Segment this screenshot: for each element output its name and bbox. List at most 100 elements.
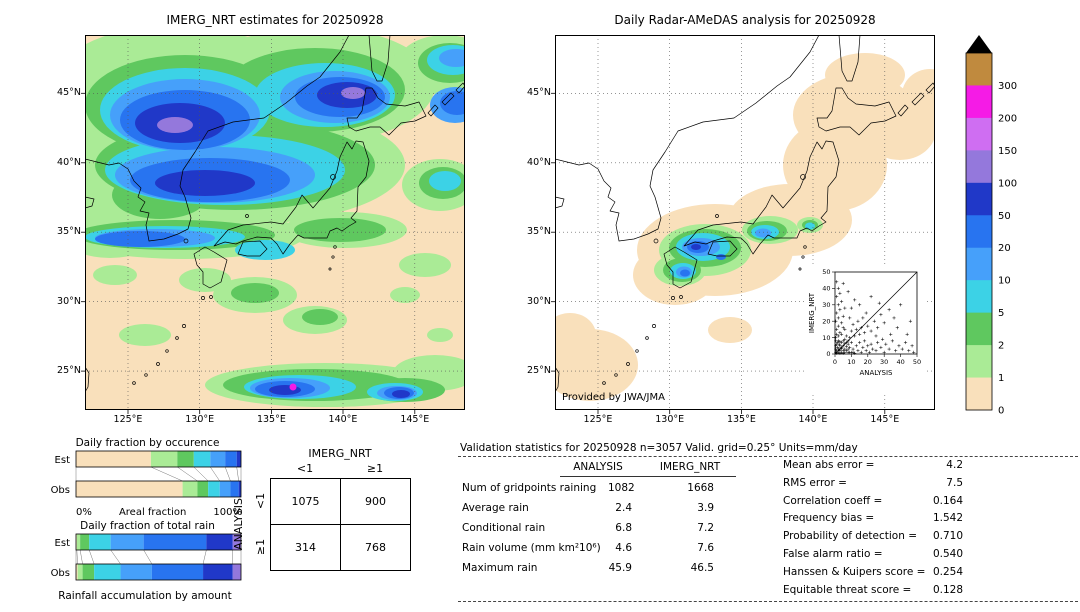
bar-segment: [238, 481, 241, 497]
flow-connector: [79, 549, 83, 565]
bar-segment: [110, 534, 144, 550]
validation-analysis-value: 6.8: [615, 522, 632, 534]
skill-score-label: Frequency bias =: [783, 512, 875, 525]
inset-x-tick-label: 30: [880, 358, 888, 366]
flow-connector: [76, 549, 78, 565]
longitude-tick-label: 130°E: [185, 414, 215, 425]
inset-x-tick-label: 40: [896, 358, 904, 366]
bar-segment: [177, 451, 194, 467]
bar-segment: [76, 564, 78, 580]
validation-analysis-value: 45.9: [608, 562, 632, 574]
areal-fraction-max-label: 100%: [213, 507, 242, 518]
skill-score-row: Hanssen & Kuipers score = 0.254: [783, 566, 963, 578]
scatter-inset: 0 10 20 30 40 50 0 10 20 30 40 50 ANALYSIS IMERG_NRT: [805, 266, 925, 392]
radar-map-title: Daily Radar-AMeDAS analysis for 20250928: [614, 13, 876, 27]
skill-score-value: 0.254: [932, 565, 963, 578]
flow-connector: [236, 466, 239, 482]
validation-table-row: Rain volume (mm km²10⁶) 4.6 7.6: [462, 542, 714, 554]
areal-fraction-axis-label: Areal fraction: [118, 507, 187, 518]
colorbar-block: [966, 117, 992, 151]
validation-imerg-value: 1668: [687, 482, 714, 494]
bar-outline: [75, 480, 242, 498]
latitude-tick-label: 45°N: [57, 87, 81, 99]
bar-segment: [76, 481, 183, 497]
flow-connector: [210, 466, 220, 482]
bar-segment: [89, 534, 111, 550]
colorbar-tick-label: 10: [998, 276, 1011, 287]
bar-segment: [143, 534, 207, 550]
flow-connector: [150, 466, 183, 482]
skill-score-value: 1.542: [932, 512, 963, 525]
latitude-tick-label: 40°N: [57, 156, 81, 168]
validation-analysis-value: 2.4: [615, 502, 632, 514]
latitude-tick-label: 30°N: [57, 295, 81, 307]
longitude-tick-label: 130°E: [655, 414, 685, 425]
imerg-map-title: IMERG_NRT estimates for 20250928: [166, 13, 384, 27]
contingency-cell: 768: [340, 524, 411, 571]
bar-segment: [76, 451, 151, 467]
bar-category-label: Obs: [51, 568, 70, 579]
occurrence-axis: 0% Areal fraction 100%: [76, 507, 242, 518]
imerg-grid-lines: [85, 35, 465, 410]
longitude-tick-label: 145°E: [400, 414, 430, 425]
colorbar-block: [966, 150, 992, 184]
skill-score-value: 4.2: [946, 459, 963, 471]
latitude-tick-label: 35°N: [527, 226, 551, 238]
inset-y-tick-label: 40: [822, 285, 830, 293]
inset-y-tick-label: 20: [822, 317, 830, 325]
skill-score-label: Mean abs error =: [783, 459, 875, 471]
colorbar-overflow-triangle: [966, 35, 992, 53]
inset-diagonal: [834, 271, 918, 355]
validation-col-header: IMERG_NRT: [659, 461, 721, 473]
validation-analysis-value: 1082: [608, 482, 635, 494]
bar-outline: [75, 533, 242, 551]
colorbar-tick-label: 0: [998, 406, 1004, 417]
map-frame: [555, 35, 935, 410]
inset-y-tick-label: 30: [822, 301, 830, 309]
inset-y-tick-label: 10: [822, 334, 830, 342]
bar-segment: [94, 564, 121, 580]
longitude-tick-label: 145°E: [870, 414, 900, 425]
validation-title: Validation statistics for 20250928 n=305…: [460, 442, 858, 454]
validation-row-label: Maximum rain: [462, 562, 538, 574]
colorbar-block: [966, 377, 992, 411]
colorbar-tick-label: 5: [998, 308, 1004, 319]
inset-x-tick-label: 10: [847, 358, 855, 366]
validation-table-row: Conditional rain 6.8 7.2: [462, 522, 714, 534]
skill-score-label: Probability of detection =: [783, 530, 918, 543]
contingency-cell: 900: [340, 478, 411, 525]
flow-connector: [193, 466, 209, 482]
contingency-col-header: ≥1: [366, 462, 384, 475]
bar-segment: [210, 451, 226, 467]
flow-connector: [177, 466, 198, 482]
flow-connector: [88, 549, 95, 565]
contingency-table: 1075 900 314 768: [270, 478, 411, 571]
validation-imerg-value: 46.5: [690, 562, 714, 574]
bar-segment: [197, 481, 209, 497]
occurrence-chart-title: Daily fraction by occurence: [75, 437, 220, 449]
latitude-tick-label: 45°N: [527, 87, 551, 99]
latitude-tick-label: 40°N: [527, 156, 551, 168]
bar-segment: [76, 534, 81, 550]
colorbar-block: [966, 312, 992, 346]
inset-ylabel: IMERG_NRT: [808, 292, 816, 333]
bar-segment: [77, 564, 83, 580]
bar-segment: [150, 451, 178, 467]
dashed-divider: [458, 601, 1078, 602]
validation-imerg-value: 7.6: [697, 542, 714, 554]
radar-precipitation-shading: [555, 53, 935, 401]
skill-score-row: Frequency bias = 1.542: [783, 512, 963, 524]
longitude-tick-label: 135°E: [256, 414, 286, 425]
bar-segment: [193, 451, 211, 467]
bar-segment: [120, 564, 152, 580]
colorbar-block: [966, 345, 992, 378]
skill-score-row: Correlation coeff = 0.164: [783, 495, 963, 507]
inset-xlabel: ANALYSIS: [859, 369, 893, 377]
bar-segment: [76, 534, 77, 550]
areal-fraction-min-label: 0%: [76, 507, 92, 518]
latitude-tick-label: 25°N: [57, 365, 81, 377]
imerg-map-content: [85, 35, 465, 410]
longitude-tick-label: 125°E: [113, 414, 143, 425]
map-frame: [85, 35, 465, 410]
bar-segment: [232, 534, 241, 550]
